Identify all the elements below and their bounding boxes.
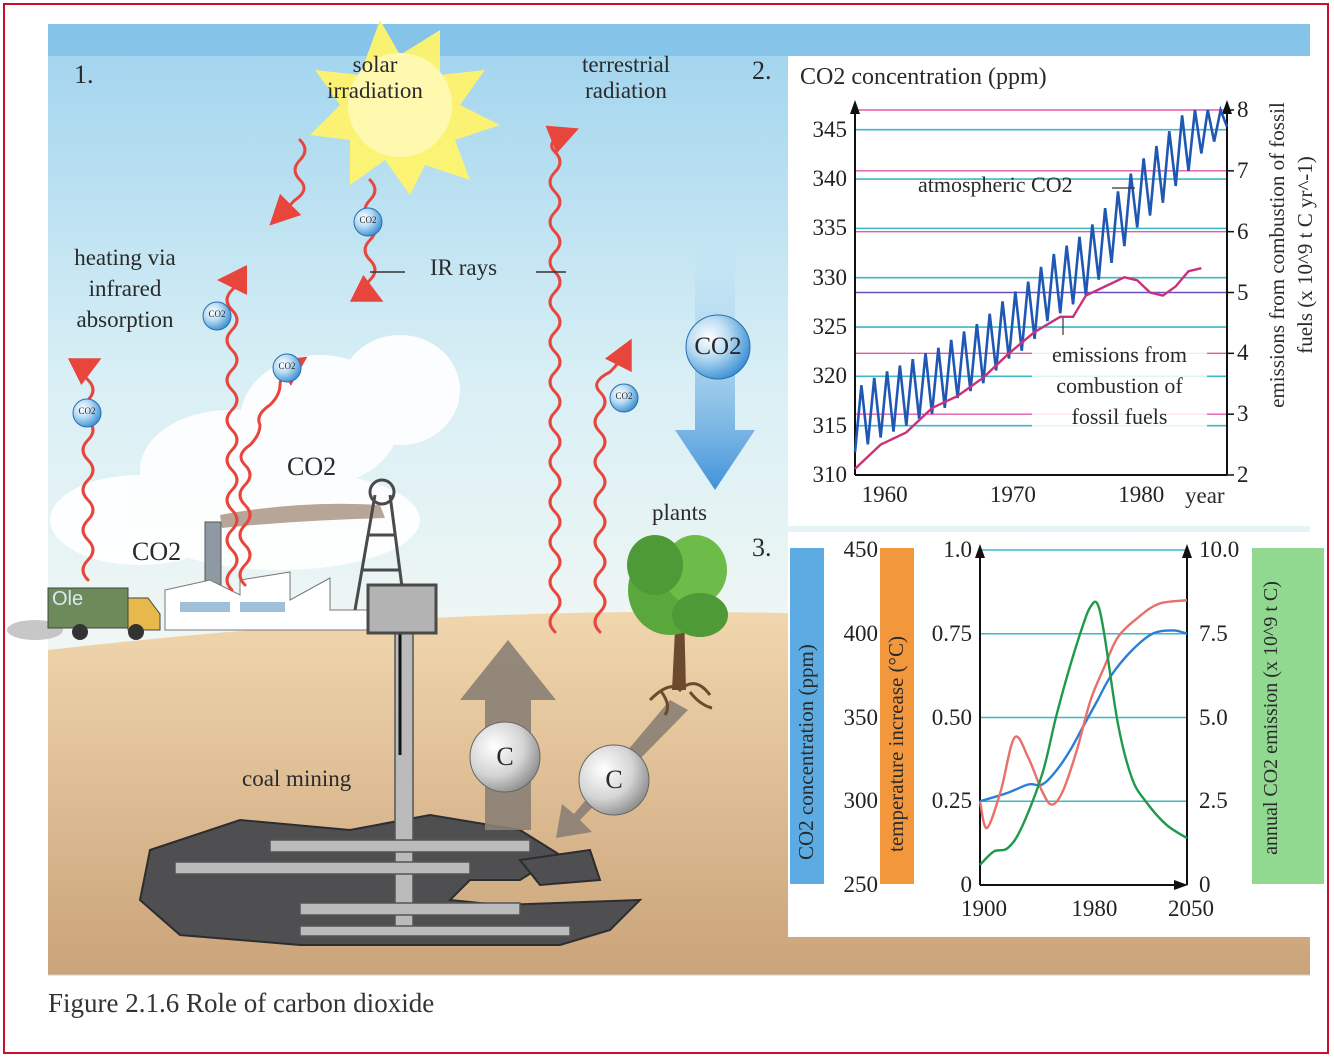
- panel-3-number: 3.: [752, 533, 772, 562]
- temperature-increase-line: [978, 599, 1188, 830]
- factory-icon: [164, 503, 385, 631]
- co2-tick: 350: [843, 704, 879, 730]
- small-co2-bubbles: [72, 207, 639, 428]
- panel-3-background: [788, 532, 1310, 937]
- panel-2-xlabel: year: [1185, 483, 1225, 508]
- atmospheric-co2-annotation: atmospheric CO2: [918, 172, 1073, 197]
- panel-3-x-tick: 1980: [1071, 896, 1118, 921]
- panel-3-x-tick: 1900: [961, 896, 1007, 921]
- small-bubble-label-3: CO2: [278, 361, 296, 371]
- emissions-line: [854, 266, 1202, 470]
- emissions-annotation: emissions from combustion of fossil fuel…: [1032, 340, 1207, 433]
- emission-tick: 5.0: [1199, 704, 1228, 730]
- terrestrial-radiation-label: terrestrial radiation: [581, 52, 671, 104]
- panel-2-right-tick: 5: [1237, 279, 1249, 305]
- coal-mining-label: coal mining: [242, 766, 352, 791]
- co2-tick: 450: [843, 537, 879, 562]
- panel-2-title: CO2 concentration (ppm): [800, 64, 1047, 90]
- emission-tick: 2.5: [1199, 788, 1228, 814]
- co2-tick: 400: [843, 620, 879, 646]
- panel-2-right-tick: 6: [1237, 218, 1249, 244]
- panel-2-right-axis-label: emissions from combustion of fossil fuel…: [1265, 102, 1318, 408]
- panel-2-y-tick: 330: [812, 264, 848, 290]
- panel-2-y-tick: 325: [812, 314, 848, 340]
- carbon-ball-label-2: C: [605, 765, 623, 794]
- panel-2-y-tick: 340: [812, 166, 848, 192]
- co2-bubble-label: CO2: [694, 333, 742, 360]
- co2-left-label: CO2: [132, 537, 182, 566]
- heating-label: heating via infrared absorption: [74, 245, 176, 333]
- co2-mid-label: CO2: [287, 452, 337, 481]
- atmospheric-co2-line: [853, 105, 1229, 453]
- temperature-tick: 0.25: [931, 788, 972, 814]
- panel-2-y-tick: 310: [812, 462, 848, 487]
- truck-icon: [7, 587, 161, 640]
- panel-2-series: [853, 105, 1229, 470]
- emission-tick: 7.5: [1199, 620, 1228, 646]
- panel-1-number: 1.: [74, 60, 94, 89]
- panel-3-x-arrow: [1174, 880, 1188, 890]
- carbon-ball-label-1: C: [496, 742, 514, 771]
- panel-2-right-tick: 8: [1237, 97, 1249, 122]
- temperature-axis-band: [880, 548, 914, 884]
- emission-tick: 0: [1199, 872, 1211, 897]
- ir-rays-label: IR rays: [430, 255, 498, 280]
- tree-icon: [627, 535, 728, 716]
- panel-2-x-tick: 1970: [989, 482, 1036, 507]
- panel-2-y-tick: 345: [812, 116, 848, 142]
- panel-2-number: 2.: [752, 56, 772, 85]
- panel-3-right-arrow: [1182, 544, 1192, 558]
- panel-2-y-arrow: [850, 100, 860, 114]
- panel-3-series: [978, 599, 1188, 866]
- temperature-axis-label: temperature increase (°C): [884, 636, 908, 852]
- emission-axis-label: annual CO2 emission (x 10^9 t C): [1260, 581, 1282, 855]
- panel-2-x-tick: 1980: [1118, 482, 1165, 507]
- temperature-tick: 0: [960, 872, 973, 897]
- sky-top-band: [48, 24, 1310, 56]
- figure-caption: Figure 2.1.6 Role of carbon dioxide: [48, 988, 435, 1018]
- panel-2-right-tick: 4: [1237, 340, 1249, 366]
- emission-axis-band: [1252, 548, 1324, 884]
- panel-2-y-tick: 315: [812, 412, 848, 438]
- co2-bubble-icon: [685, 314, 751, 380]
- truck-text: Ole: [52, 588, 84, 610]
- panel-2-right-tick: 3: [1237, 401, 1249, 427]
- panel-2-y-tick: 335: [812, 215, 848, 241]
- temperature-tick: 1.0: [943, 537, 972, 562]
- co2-axis-band: [790, 548, 824, 884]
- co2-axis-label: CO2 concentration (ppm): [794, 644, 818, 860]
- panel-2-right-tick: 7: [1237, 157, 1249, 183]
- radiation-arrows: [67, 125, 632, 634]
- co2-tick: 250: [843, 872, 879, 897]
- small-bubble-label-1: CO2: [78, 406, 96, 416]
- small-bubble-label-4: CO2: [359, 215, 377, 225]
- panel-2-x-tick: 1960: [861, 482, 908, 507]
- temperature-tick: 0.50: [931, 704, 972, 730]
- panel-2-right-arrow: [1222, 100, 1232, 114]
- panel-3-left-arrow: [975, 544, 985, 558]
- panel-3-x-tick: 2050: [1168, 896, 1214, 921]
- emission-tick: 10.0: [1199, 537, 1240, 562]
- panel-3-chart: [788, 532, 1324, 937]
- panel-2-chart: [788, 56, 1310, 526]
- small-bubble-label-5: CO2: [615, 391, 633, 401]
- sun-icon: [310, 20, 500, 195]
- small-bubble-label-2: CO2: [208, 309, 226, 319]
- temperature-tick: 0.75: [931, 620, 972, 646]
- annual-emission-line: [979, 600, 1188, 866]
- carbon-ball-icon: [469, 721, 650, 816]
- panel-2-y-tick: 320: [812, 363, 848, 389]
- panel-2-right-tick: 2: [1237, 462, 1249, 487]
- plants-label: plants: [652, 500, 707, 525]
- mine-tower-icon: [353, 478, 438, 635]
- co2-tick: 300: [843, 788, 879, 814]
- solar-irradiation-label: solar irradiation: [327, 52, 423, 104]
